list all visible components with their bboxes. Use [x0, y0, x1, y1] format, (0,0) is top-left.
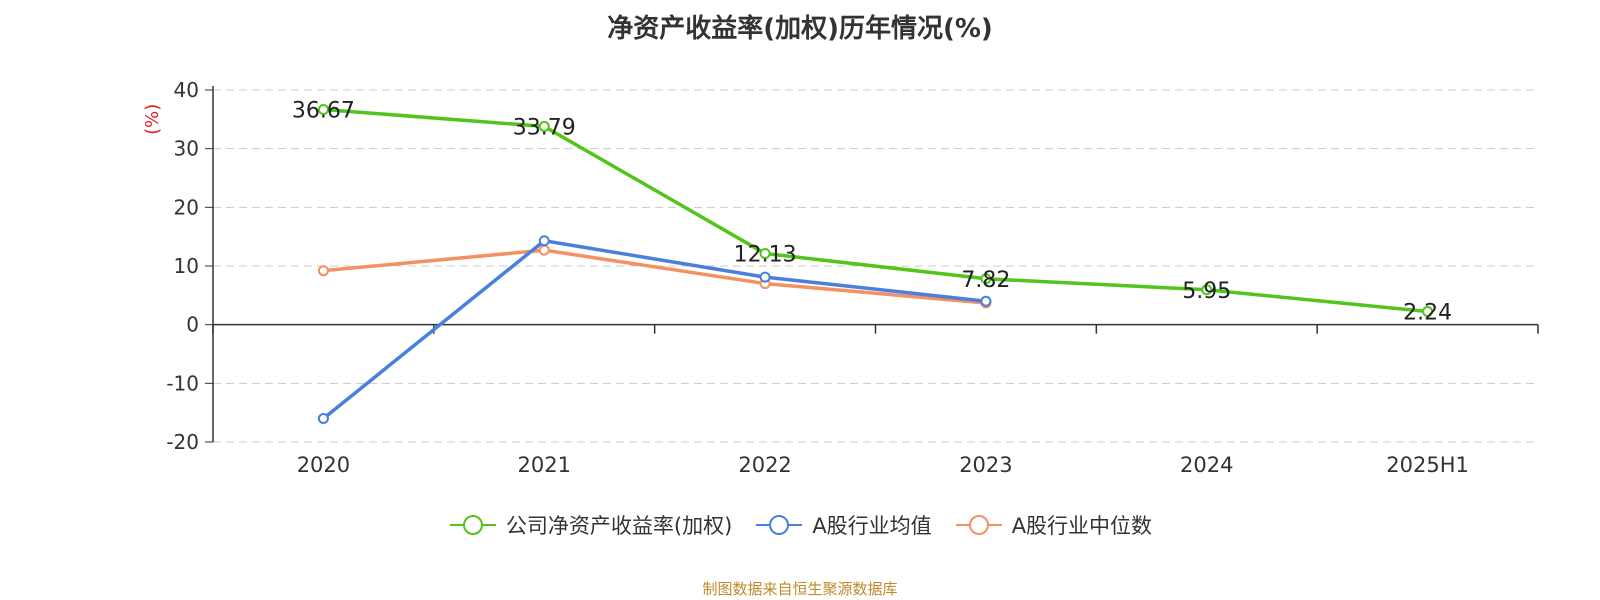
x-tick-label: 2025H1 [1386, 453, 1469, 477]
legend-swatch-icon [756, 515, 803, 535]
data-point [317, 265, 329, 277]
data-point [317, 104, 329, 116]
data-point [759, 248, 771, 260]
data-point [980, 295, 992, 307]
y-tick-label: 30 [174, 137, 199, 161]
data-point [1422, 306, 1434, 318]
y-axis-title: (%) [142, 104, 163, 135]
y-tick-label: -20 [166, 430, 199, 454]
series-line [323, 107, 1428, 314]
data-labels: 36.67 33.79 12.13 7.82 5.95 2.24 [292, 99, 1452, 326]
axes: 40 30 20 10 0 -10 -20 (%) 2020 2021 2022 2023 2024 20… [142, 78, 1539, 477]
data-point [759, 271, 771, 283]
y-tick-label: 20 [174, 195, 199, 219]
y-tick-label: -10 [166, 371, 199, 395]
legend-swatch-icon [955, 515, 1002, 535]
data-point [538, 120, 550, 132]
data-label: 2.24 [1403, 301, 1452, 326]
legend: 公司净资产收益率(加权) A股行业均值 A股行业中位数 [0, 510, 1600, 540]
x-tick-label: 2023 [959, 453, 1012, 477]
legend-swatch-icon [449, 515, 496, 535]
legend-item[interactable]: A股行业中位数 [954, 510, 1152, 540]
legend-item[interactable]: A股行业均值 [754, 510, 932, 540]
legend-label: 公司净资产收益率(加权) [505, 514, 733, 538]
data-point [317, 413, 329, 425]
y-tick-label: 10 [174, 254, 199, 278]
data-label: 36.67 [292, 99, 355, 124]
x-tick-label: 2021 [518, 453, 571, 477]
data-label: 5.95 [1182, 279, 1231, 304]
legend-label: A股行业均值 [812, 514, 932, 538]
data-label: 33.79 [513, 115, 576, 140]
x-tick-label: 2024 [1180, 453, 1233, 477]
x-tick-label: 2020 [297, 453, 350, 477]
data-label: 12.13 [734, 243, 797, 268]
data-label: 7.82 [961, 268, 1010, 293]
data-point [538, 235, 550, 247]
source-note: 制图数据来自恒生聚源数据库 [702, 580, 898, 598]
legend-label: A股行业中位数 [1011, 514, 1153, 538]
data-point [538, 244, 550, 256]
series-lines [317, 104, 1434, 425]
series-line [323, 248, 987, 305]
y-tick-label: 0 [186, 313, 199, 337]
chart-title: 净资产收益率(加权)历年情况(%) [607, 14, 993, 44]
series-line [322, 239, 987, 420]
legend-item[interactable]: 公司净资产收益率(加权) [448, 510, 732, 540]
data-point [1201, 284, 1213, 296]
data-point [980, 273, 992, 285]
x-tick-label: 2022 [738, 453, 791, 477]
y-tick-label: 40 [174, 78, 199, 102]
